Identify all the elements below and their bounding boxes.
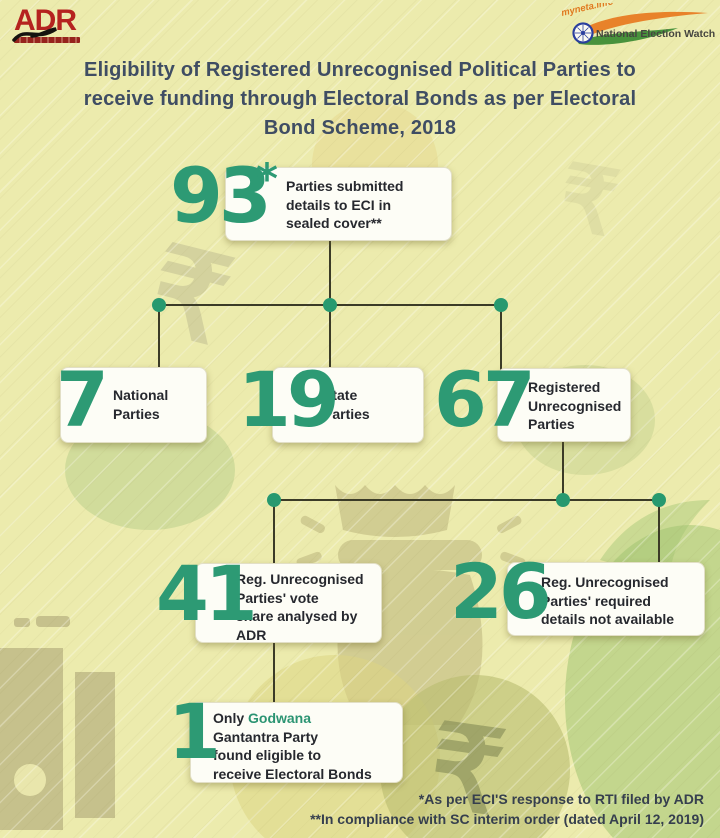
card-line: Registered: [528, 379, 601, 395]
node-7-box: National Parties: [60, 367, 207, 443]
card-line: details to ECI in: [286, 196, 392, 213]
node-26-box: Reg. Unrecognised Parties' required deta…: [507, 562, 705, 636]
card-line: Unrecognised: [528, 397, 622, 414]
card-line: Reg. Unrecognised: [541, 574, 669, 590]
green-leaf-watermark: [600, 500, 710, 580]
new-logo-name: National Election Watch: [596, 28, 715, 40]
card-line: found eligible to: [213, 747, 322, 763]
chakra-icon: [572, 22, 594, 44]
card-line: Parties' vote: [236, 589, 319, 606]
node-19-box: State Parties: [272, 367, 424, 443]
adr-logo: ADR: [12, 6, 94, 50]
node-7-number: 7: [56, 355, 109, 444]
dot-icon: [267, 493, 281, 507]
card-line: Reg. Unrecognised: [236, 571, 364, 587]
node-19-number: 19: [238, 355, 340, 444]
new-logo: myneta.info National Election Watch: [556, 0, 716, 51]
node-1-number: 1: [168, 687, 221, 776]
adr-swoosh-icon: [12, 27, 57, 42]
card-line: details not available: [541, 611, 675, 627]
only-prefix: Only: [213, 710, 249, 726]
junction-dots: [152, 298, 666, 507]
page-title: Eligibility of Registered Unrecognised P…: [0, 56, 720, 143]
card-line: National: [113, 387, 169, 403]
node-93-box: Parties submitted details to ECI in seal…: [225, 167, 452, 241]
dot-icon: [323, 298, 337, 312]
node-41-box: Reg. Unrecognised Parties' vote share an…: [195, 563, 382, 643]
new-logo-graphic: myneta.info National Election Watch: [560, 0, 715, 45]
party-name-part: Gantantra Party: [213, 728, 319, 745]
title-line: receive funding through Electoral Bonds …: [83, 88, 637, 110]
card-line: Parties submitted: [286, 178, 404, 194]
card-line: sealed cover**: [286, 215, 382, 231]
card-line: share analysed by: [236, 608, 358, 624]
node-1-box: Only Godwana Gantantra Party found eligi…: [190, 702, 403, 783]
title-line: Eligibility of Registered Unrecognised P…: [84, 59, 636, 81]
myneta-site-label: myneta.info: [560, 3, 615, 19]
card-line: Parties: [323, 405, 370, 422]
footnote-line: *As per ECI'S response to RTI filed by A…: [418, 791, 704, 807]
dot-icon: [152, 298, 166, 312]
rupee-watermark-icon: ₹: [421, 702, 511, 838]
footnotes: *As per ECI'S response to RTI filed by A…: [310, 789, 704, 829]
node-41-number: 41: [156, 549, 258, 638]
node-26-number: 26: [450, 547, 552, 636]
card-line: Parties' required: [541, 592, 651, 609]
card-line: Parties: [113, 405, 160, 422]
node-67-number: 67: [434, 355, 536, 444]
card-line: State: [323, 387, 358, 403]
card-line: Only Godwana: [213, 709, 398, 728]
node-93-number: 93: [170, 151, 272, 240]
dot-icon: [556, 493, 570, 507]
card-line: Parties: [528, 416, 575, 432]
buildings-watermark: [0, 616, 115, 830]
coin-watermark-icon: [380, 675, 570, 838]
dot-icon: [494, 298, 508, 312]
adr-tagline-bar: [14, 37, 80, 43]
card-line: ADR: [236, 626, 267, 643]
dot-icon: [652, 493, 666, 507]
card-line: receive Electoral Bonds: [213, 765, 372, 782]
title-line: Bond Scheme, 2018: [263, 117, 457, 139]
node-93-asterisk: *: [256, 154, 278, 203]
footnote-line: **In compliance with SC interim order (d…: [310, 811, 704, 827]
node-67-box: Registered Unrecognised Parties: [497, 368, 631, 442]
flag-swoosh-green-icon: [577, 28, 678, 45]
party-name-part: Godwana: [248, 710, 312, 726]
coin-watermark-icon: [14, 764, 46, 796]
